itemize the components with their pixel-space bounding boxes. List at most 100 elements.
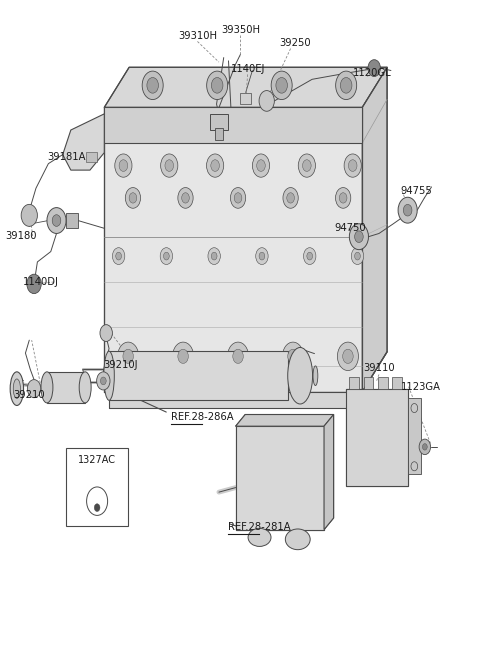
- Ellipse shape: [104, 351, 114, 400]
- Ellipse shape: [313, 366, 318, 386]
- Bar: [378, 377, 387, 389]
- Bar: [349, 377, 359, 389]
- Circle shape: [142, 71, 163, 100]
- Polygon shape: [63, 114, 104, 170]
- Circle shape: [211, 160, 219, 172]
- Text: 94750: 94750: [335, 224, 366, 233]
- Polygon shape: [104, 108, 362, 143]
- Circle shape: [351, 248, 364, 264]
- Circle shape: [115, 154, 132, 177]
- Circle shape: [339, 192, 347, 203]
- Circle shape: [337, 342, 359, 371]
- Circle shape: [100, 377, 106, 385]
- Bar: [215, 128, 223, 140]
- Text: 39210J: 39210J: [104, 360, 138, 371]
- Circle shape: [344, 154, 361, 177]
- Text: 39350H: 39350H: [221, 25, 260, 35]
- Circle shape: [307, 252, 312, 260]
- Circle shape: [165, 160, 174, 172]
- Circle shape: [368, 60, 381, 76]
- Bar: [66, 448, 128, 526]
- Circle shape: [259, 91, 275, 111]
- Bar: [210, 114, 228, 130]
- Circle shape: [178, 349, 188, 364]
- Text: 1140EJ: 1140EJ: [230, 64, 265, 75]
- Circle shape: [207, 71, 228, 100]
- Circle shape: [129, 192, 137, 203]
- Circle shape: [259, 252, 265, 260]
- Circle shape: [147, 78, 158, 93]
- Circle shape: [21, 204, 37, 226]
- Polygon shape: [109, 351, 288, 400]
- Polygon shape: [408, 399, 421, 474]
- Circle shape: [233, 349, 243, 364]
- Circle shape: [422, 444, 427, 450]
- Ellipse shape: [41, 372, 53, 403]
- Circle shape: [96, 372, 110, 390]
- Circle shape: [230, 187, 246, 208]
- Circle shape: [349, 224, 369, 249]
- Circle shape: [256, 248, 268, 264]
- Text: 39310H: 39310H: [178, 31, 217, 41]
- Bar: [392, 377, 402, 389]
- Circle shape: [211, 78, 223, 93]
- Circle shape: [123, 349, 133, 364]
- Circle shape: [27, 380, 41, 398]
- Circle shape: [116, 252, 121, 260]
- Circle shape: [252, 154, 270, 177]
- Text: 39180: 39180: [5, 231, 36, 241]
- Circle shape: [282, 342, 303, 371]
- Bar: [364, 377, 373, 389]
- Text: 1327AC: 1327AC: [78, 456, 116, 465]
- Circle shape: [234, 192, 242, 203]
- Circle shape: [173, 342, 193, 371]
- Circle shape: [94, 503, 100, 511]
- Text: 1140DJ: 1140DJ: [23, 277, 59, 287]
- Circle shape: [228, 342, 249, 371]
- Bar: [86, 152, 96, 163]
- Circle shape: [276, 78, 288, 93]
- Text: 94755: 94755: [400, 186, 432, 196]
- Polygon shape: [104, 108, 362, 392]
- Circle shape: [355, 252, 360, 260]
- Circle shape: [336, 71, 357, 100]
- Circle shape: [164, 252, 169, 260]
- Ellipse shape: [288, 347, 312, 404]
- Circle shape: [298, 154, 315, 177]
- Polygon shape: [104, 67, 387, 108]
- Circle shape: [303, 248, 316, 264]
- Polygon shape: [236, 415, 334, 426]
- Polygon shape: [47, 372, 85, 403]
- Circle shape: [118, 342, 139, 371]
- Circle shape: [178, 187, 193, 208]
- Circle shape: [119, 160, 128, 172]
- Circle shape: [206, 154, 224, 177]
- Circle shape: [348, 160, 357, 172]
- Text: 39210: 39210: [13, 390, 45, 400]
- Polygon shape: [109, 392, 358, 408]
- Circle shape: [160, 248, 173, 264]
- Text: 1123GA: 1123GA: [400, 382, 441, 392]
- Ellipse shape: [10, 372, 24, 406]
- Circle shape: [403, 204, 412, 216]
- Text: 39110: 39110: [363, 363, 395, 373]
- Polygon shape: [324, 415, 334, 529]
- Text: 39250: 39250: [279, 38, 311, 49]
- Circle shape: [52, 214, 61, 226]
- Circle shape: [47, 207, 66, 233]
- Bar: [240, 93, 251, 104]
- Circle shape: [27, 274, 41, 294]
- Circle shape: [181, 192, 189, 203]
- Text: 1120GL: 1120GL: [352, 68, 391, 78]
- Polygon shape: [346, 389, 408, 485]
- Ellipse shape: [248, 528, 271, 546]
- Text: 39181A: 39181A: [47, 152, 85, 162]
- Circle shape: [257, 160, 265, 172]
- Circle shape: [208, 248, 220, 264]
- Ellipse shape: [285, 529, 310, 550]
- Circle shape: [302, 160, 311, 172]
- Circle shape: [271, 71, 292, 100]
- Ellipse shape: [79, 372, 91, 403]
- Circle shape: [283, 187, 298, 208]
- Circle shape: [336, 187, 351, 208]
